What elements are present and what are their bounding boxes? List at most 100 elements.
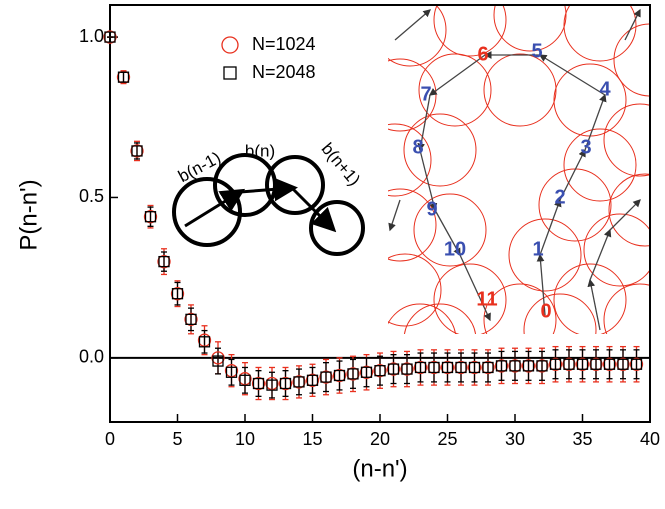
inset-label: 11 [476,288,497,310]
data-point [225,366,238,378]
data-point [616,357,630,371]
inset-circle [413,193,487,267]
error-bar [593,349,599,380]
inset-circle [404,303,476,334]
data-point [563,358,575,370]
inset-label: 3 [580,136,591,158]
data-point [549,358,562,370]
data-point [400,362,414,376]
legend-label: N=2048 [252,62,316,82]
y-tick-label: 0.0 [79,347,104,367]
inset-link [419,149,438,212]
inset-link [434,209,461,257]
inset-circle [388,253,442,327]
inset-circle [523,293,597,334]
data-point [481,360,495,375]
x-tick-label: 25 [437,429,457,449]
error-bar [296,368,302,396]
inset-circle [388,123,432,197]
data-point [414,361,427,374]
error-bar [120,71,127,83]
data-point [508,359,522,373]
data-point [535,359,549,373]
error-bar [552,349,559,380]
data-point [239,374,251,386]
inset-circle [608,173,649,247]
error-bar [336,360,343,391]
data-point [171,288,184,300]
inset-link [589,228,612,281]
error-bar [363,357,370,388]
data-point [467,360,482,375]
data-point [427,360,441,375]
y-tick-label: 0.5 [79,186,104,206]
error-bar [390,353,397,385]
x-tick-label: 15 [302,429,322,449]
data-point [279,377,292,390]
inset-circle [493,6,567,52]
error-bar [471,352,478,383]
data-point [131,145,143,157]
inset-circle [613,23,649,97]
data-point [320,371,332,383]
inset-link [538,54,606,96]
inset-label: 4 [599,78,611,100]
inset-link [388,199,401,232]
legend-marker [221,36,239,54]
inset-link [539,198,562,256]
inset-circle [433,263,507,334]
inset-label: 1 [532,238,543,260]
data-point [117,71,130,83]
error-bar [242,366,248,394]
inset-circle [433,6,507,57]
data-point [562,357,576,371]
data-point [184,312,198,327]
data-point [359,365,374,379]
x-tick-label: 20 [370,429,390,449]
data-point [292,375,306,389]
data-point [373,364,387,378]
data-point [548,357,563,371]
error-bar [161,251,167,272]
data-point [143,210,158,224]
data-point [347,368,359,380]
inset-link [417,94,431,152]
data-point [482,361,494,374]
data-point [212,355,224,367]
data-point [333,369,346,382]
inset-circle [508,218,582,292]
y-axis-label: P(n-n') [15,179,42,250]
data-point [319,370,333,384]
data-point [266,379,278,391]
data-point [536,360,548,372]
inset-link [584,93,607,151]
data-point [509,360,521,372]
inset-circle [388,188,437,262]
error-bar [323,362,329,393]
error-bar [417,352,424,383]
x-tick-label: 30 [505,429,525,449]
error-bar [525,350,532,381]
error-bar [147,206,154,227]
schematic-label: b(n) [245,141,275,160]
data-point [211,351,225,365]
data-point [521,359,536,373]
data-point [455,361,467,374]
error-bar [498,350,505,381]
data-point [185,313,197,326]
legend-label: N=1024 [252,34,316,54]
inset-circle [388,303,456,334]
x-tick-label: 10 [235,429,255,449]
inset-circle [583,213,649,287]
x-tick-label: 0 [105,429,115,449]
data-point [495,360,508,372]
data-point [576,358,589,370]
data-point [346,367,360,381]
inset-link [587,278,601,331]
error-bar [444,352,451,383]
y-tick-label: 1.0 [79,26,104,46]
data-point [360,366,373,378]
data-point [374,365,386,377]
inset-label: 10 [444,238,466,260]
